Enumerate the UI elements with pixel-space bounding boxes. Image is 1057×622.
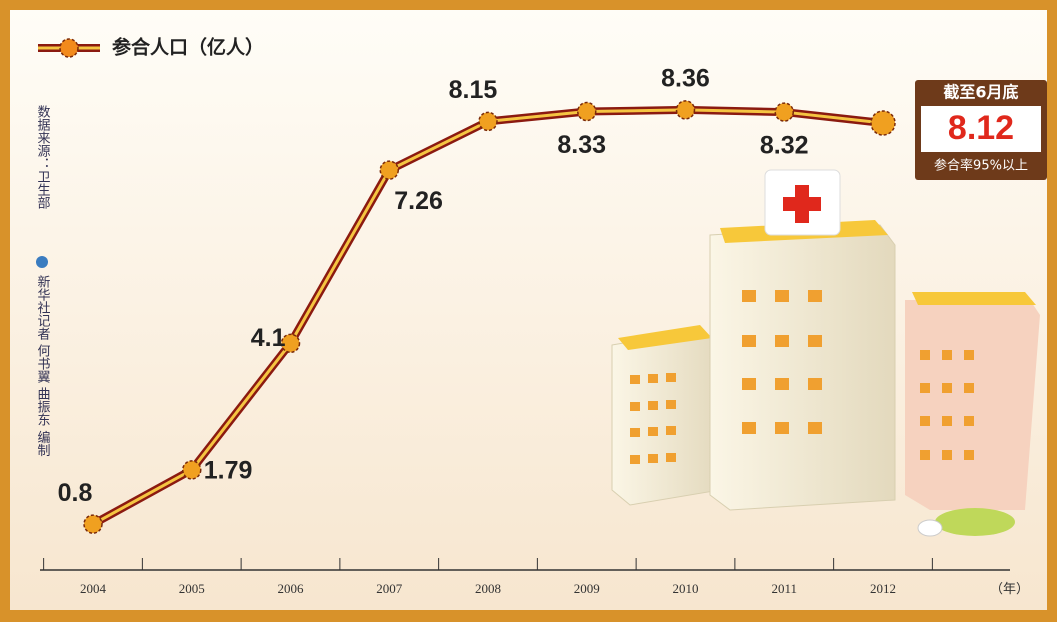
- x-tick-label: 2008: [475, 581, 501, 596]
- credit-text: 新华社记者 何书翼 曲振东 编制: [35, 274, 51, 456]
- page: 参合人口（亿人） 数据来源：卫生部 新华社记者 何书翼 曲振东 编制 （年） 2…: [0, 0, 1057, 622]
- x-tick-label: 2007: [376, 581, 403, 596]
- data-point: [84, 515, 102, 533]
- data-point: [479, 112, 497, 130]
- data-point: [380, 161, 398, 179]
- callout-note: 参合率95%以上: [934, 158, 1028, 174]
- data-label: 8.12: [948, 109, 1014, 147]
- data-label: 8.15: [449, 76, 498, 104]
- data-label: 1.79: [204, 457, 253, 485]
- x-tick-label: 2005: [179, 581, 205, 596]
- data-label: 7.26: [394, 187, 443, 215]
- chart: 参合人口（亿人） 数据来源：卫生部 新华社记者 何书翼 曲振东 编制 （年） 2…: [0, 0, 1057, 622]
- data-point: [871, 111, 895, 135]
- data-label: 4.1: [251, 324, 286, 352]
- credit-icon: [36, 256, 48, 268]
- x-tick-label: 2012: [870, 581, 896, 596]
- data-point: [775, 103, 793, 121]
- source-text: 数据来源：卫生部: [35, 105, 51, 209]
- data-point: [578, 103, 596, 121]
- callout-title: 截至6月底: [943, 83, 1018, 102]
- x-unit: （年）: [990, 581, 1029, 596]
- data-label: 8.33: [557, 131, 606, 159]
- x-tick-label: 2004: [80, 581, 107, 596]
- data-label: 8.32: [760, 132, 809, 160]
- callout: 截至6月底 8.12 参合率95%以上: [915, 80, 1047, 180]
- x-tick-label: 2011: [771, 581, 797, 596]
- x-tick-label: 2010: [673, 581, 699, 596]
- data-label: 0.8: [58, 479, 93, 507]
- x-tick-label: 2006: [278, 581, 305, 596]
- data-point: [677, 101, 695, 119]
- x-tick-label: 2009: [574, 581, 600, 596]
- data-point: [183, 461, 201, 479]
- data-label: 8.36: [661, 64, 710, 92]
- legend-label: 参合人口（亿人）: [112, 36, 264, 59]
